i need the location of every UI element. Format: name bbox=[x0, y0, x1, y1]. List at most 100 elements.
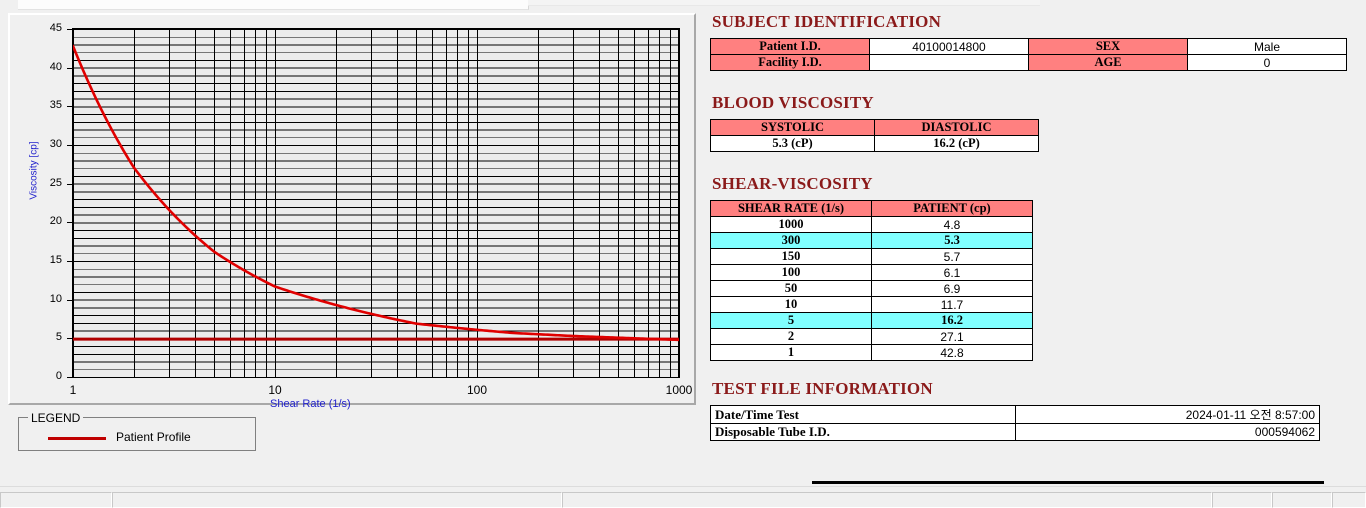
shear-patient-value-2: 5.7 bbox=[871, 248, 1033, 265]
table-row: 10 11.7 bbox=[710, 296, 1033, 313]
legend-line-swatch bbox=[48, 437, 106, 440]
shear-patient-value-7: 27.1 bbox=[871, 328, 1033, 345]
shear-rate-3: 100 bbox=[710, 264, 872, 281]
test-file-value-1: 000594062 bbox=[1015, 423, 1320, 441]
table-row: 50 6.9 bbox=[710, 280, 1033, 297]
y-tick-label: 45 bbox=[49, 22, 62, 34]
y-tick-label: 40 bbox=[49, 60, 62, 73]
status-cell-2 bbox=[112, 492, 562, 508]
y-tick-mark bbox=[67, 145, 72, 146]
tab-strip-stub-secondary[interactable] bbox=[528, 0, 1040, 6]
x-tick-label: 1 bbox=[69, 383, 77, 397]
chart-plot-svg bbox=[73, 29, 679, 377]
y-tick-mark bbox=[67, 183, 72, 185]
tab-strip-stub[interactable] bbox=[18, 0, 529, 10]
table-row: 100 6.1 bbox=[710, 264, 1033, 281]
status-cell-5 bbox=[1272, 492, 1332, 508]
table-row: 5.3 (cP) 16.2 (cP) bbox=[710, 135, 1039, 152]
shear-rate-7: 2 bbox=[710, 328, 872, 345]
bv-header-0: SYSTOLIC bbox=[710, 119, 875, 136]
shear-header-0: SHEAR RATE (1/s) bbox=[710, 200, 872, 217]
y-tick-label: 35 bbox=[49, 99, 62, 112]
status-bar bbox=[0, 492, 1366, 508]
subject-value-0[interactable]: 40100014800 bbox=[869, 38, 1029, 55]
plot-area[interactable] bbox=[72, 28, 680, 378]
x-tick-label: 10 bbox=[268, 383, 282, 397]
y-tick-label: 5 bbox=[55, 331, 62, 344]
y-tick-label: 25 bbox=[49, 176, 62, 189]
shear-patient-value-0: 4.8 bbox=[871, 216, 1033, 233]
shear-rate-4: 50 bbox=[710, 280, 872, 297]
shear-patient-value-1: 5.3 bbox=[871, 232, 1033, 249]
table-row: 1000 4.8 bbox=[710, 216, 1033, 233]
status-cell-3 bbox=[562, 492, 1212, 508]
y-tick-mark bbox=[67, 299, 72, 301]
y-tick-label: 0 bbox=[55, 370, 62, 382]
y-tick-mark bbox=[67, 261, 72, 262]
shear-header-1: PATIENT (cp) bbox=[871, 200, 1033, 217]
table-row: Date/Time Test 2024-01-11 오전 8:57:00 bbox=[709, 405, 1320, 424]
subject-label2-1: AGE bbox=[1028, 54, 1188, 71]
x-tick-label: 100 bbox=[466, 383, 488, 397]
y-tick-mark bbox=[67, 377, 72, 378]
bv-header-1: DIASTOLIC bbox=[874, 119, 1039, 136]
shear-patient-value-5: 11.7 bbox=[871, 296, 1033, 313]
shear-rate-8: 1 bbox=[710, 344, 872, 361]
shear-viscosity-title: SHEAR-VISCOSITY bbox=[712, 174, 873, 193]
table-row: 1 42.8 bbox=[710, 344, 1033, 361]
subject-value2-0[interactable]: Male bbox=[1187, 38, 1347, 55]
table-row: Disposable Tube I.D. 000594062 bbox=[709, 423, 1320, 441]
bv-value-1: 16.2 (cP) bbox=[874, 135, 1039, 152]
legend-title: LEGEND bbox=[28, 411, 84, 425]
y-tick-mark bbox=[67, 222, 72, 224]
bv-value-0: 5.3 (cP) bbox=[710, 135, 875, 152]
test-file-information-title: TEST FILE INFORMATION bbox=[712, 379, 933, 398]
black-separator-bar bbox=[812, 481, 1324, 484]
subject-label2-0: SEX bbox=[1028, 38, 1188, 55]
shear-patient-value-8: 42.8 bbox=[871, 344, 1033, 361]
shear-patient-value-3: 6.1 bbox=[871, 264, 1033, 281]
y-tick-label: 20 bbox=[49, 215, 62, 228]
table-row: 5 16.2 bbox=[710, 312, 1033, 329]
table-row: Patient I.D. 40100014800 SEX Male bbox=[710, 38, 1347, 55]
y-axis-title: Viscosity [cp] bbox=[28, 141, 40, 200]
shear-patient-value-4: 6.9 bbox=[871, 280, 1033, 297]
y-tick-mark bbox=[67, 29, 72, 30]
y-tick-mark bbox=[67, 106, 72, 108]
y-tick-label: 15 bbox=[49, 254, 62, 266]
x-tick-label: 1000 bbox=[665, 383, 693, 397]
shear-rate-2: 150 bbox=[710, 248, 872, 265]
y-tick-mark bbox=[67, 67, 72, 69]
test-file-information-table: Date/Time Test 2024-01-11 오전 8:57:00 Dispo… bbox=[709, 405, 1320, 441]
status-cell-resize-grip[interactable] bbox=[1332, 492, 1366, 508]
shear-rate-0: 1000 bbox=[710, 216, 872, 233]
subject-label-1: Facility I.D. bbox=[710, 54, 870, 71]
table-header-row: SYSTOLIC DIASTOLIC bbox=[710, 119, 1039, 136]
y-tick-label: 30 bbox=[49, 138, 62, 150]
top-chrome-strip bbox=[0, 0, 1366, 10]
subject-label-0: Patient I.D. bbox=[710, 38, 870, 55]
table-row: Facility I.D. AGE 0 bbox=[710, 54, 1347, 71]
shear-rate-5: 10 bbox=[710, 296, 872, 313]
x-axis-title: Shear Rate (1/s) bbox=[270, 398, 351, 410]
subject-identification-table: Patient I.D. 40100014800 SEX Male Facility I… bbox=[710, 38, 1347, 71]
subject-value2-1[interactable]: 0 bbox=[1187, 54, 1347, 71]
subject-identification-title: SUBJECT IDENTIFICATION bbox=[712, 12, 942, 31]
shear-rate-1: 300 bbox=[710, 232, 872, 249]
table-row: 2 27.1 bbox=[710, 328, 1033, 345]
status-cell-1 bbox=[0, 492, 112, 508]
chart-inner: Viscosity [cp] 0 5 10 15 20 25 30 35 40 45 1 10 100… bbox=[10, 15, 694, 410]
panel-divider bbox=[0, 486, 1366, 487]
table-header-row: SHEAR RATE (1/s) PATIENT (cp) bbox=[710, 200, 1033, 217]
report-right-column: SUBJECT IDENTIFICATION Patient I.D. 40100… bbox=[709, 12, 1358, 441]
table-row: 300 5.3 bbox=[710, 232, 1033, 249]
status-cell-4 bbox=[1212, 492, 1272, 508]
table-row: 150 5.7 bbox=[710, 248, 1033, 265]
subject-value-1[interactable] bbox=[869, 54, 1029, 71]
shear-patient-value-6: 16.2 bbox=[871, 312, 1033, 329]
y-tick-label: 10 bbox=[49, 292, 62, 305]
shear-rate-6: 5 bbox=[710, 312, 872, 329]
test-file-key-0: Date/Time Test bbox=[709, 405, 1017, 424]
test-file-key-1: Disposable Tube I.D. bbox=[709, 423, 1017, 441]
